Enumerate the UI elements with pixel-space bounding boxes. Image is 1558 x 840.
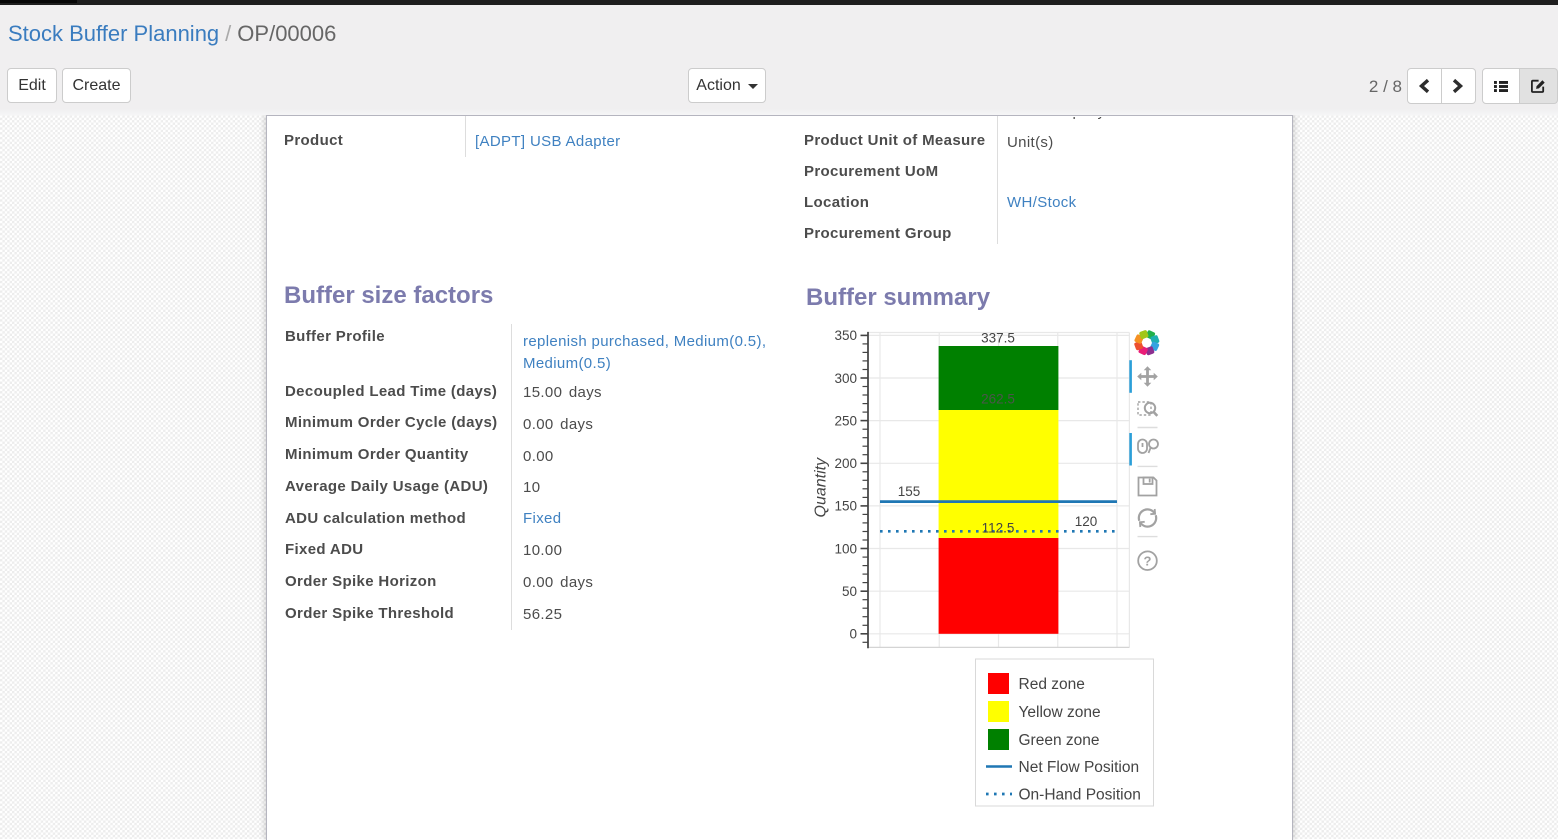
svg-text:0: 0: [849, 627, 857, 642]
svg-text:100: 100: [834, 541, 857, 556]
svg-text:155: 155: [898, 484, 921, 499]
svg-text:262.5: 262.5: [981, 392, 1015, 407]
svg-text:250: 250: [834, 413, 857, 428]
svg-text:50: 50: [842, 584, 857, 599]
svg-text:112.5: 112.5: [982, 521, 1015, 536]
svg-text:Green zone: Green zone: [1019, 732, 1100, 749]
svg-text:120: 120: [1075, 514, 1098, 529]
svg-text:Quantity: Quantity: [813, 457, 830, 518]
svg-text:On-Hand Position: On-Hand Position: [1019, 787, 1141, 804]
svg-text:300: 300: [834, 371, 857, 386]
svg-text:200: 200: [834, 456, 857, 471]
svg-text:Yellow zone: Yellow zone: [1019, 704, 1101, 721]
svg-text:Net Flow Position: Net Flow Position: [1019, 759, 1140, 776]
svg-text:350: 350: [834, 328, 857, 343]
svg-text:337.5: 337.5: [981, 331, 1015, 346]
svg-text:Red zone: Red zone: [1019, 676, 1085, 693]
svg-text:150: 150: [834, 499, 857, 514]
svg-text:?: ?: [1144, 554, 1152, 569]
